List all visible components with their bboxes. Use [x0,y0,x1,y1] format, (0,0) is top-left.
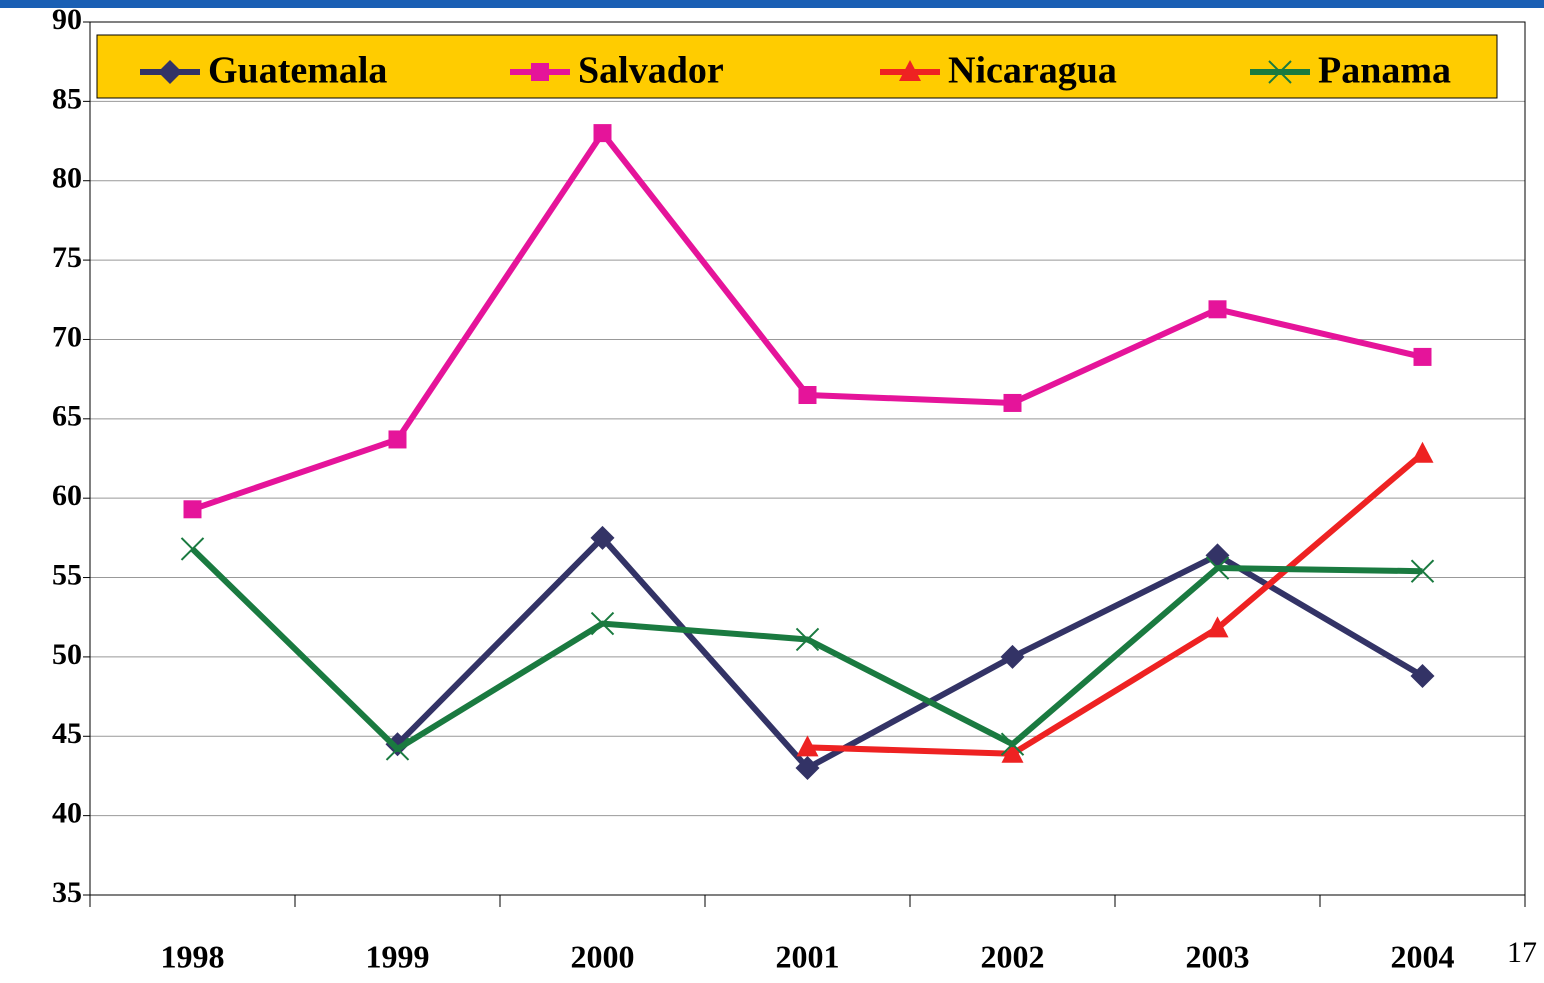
marker [899,60,921,81]
x-tick-label: 2003 [1186,938,1250,974]
y-tick-label: 50 [52,638,82,671]
y-tick-label: 70 [52,320,82,353]
marker [1000,732,1025,756]
marker [531,63,549,81]
x-tick-label: 1999 [366,938,430,974]
marker [1413,347,1432,366]
marker [1410,559,1435,583]
series-line [395,534,1425,772]
y-tick-label: 45 [52,717,82,750]
y-tick-label: 75 [52,241,82,274]
y-tick-label: 90 [52,3,82,36]
y-tick-label: 40 [52,797,82,830]
y-tick-label: 85 [52,82,82,115]
marker [385,737,410,761]
x-tick-label: 2000 [571,938,635,974]
series-line [191,130,1424,513]
marker [180,537,205,561]
marker [1000,644,1025,669]
y-tick-label: 35 [52,876,82,909]
x-tick-label: 2002 [981,938,1045,974]
marker [795,756,820,781]
x-tick-label: 2001 [776,938,840,974]
legend-label: Nicaragua [948,50,1117,92]
series-line [190,546,1423,752]
legend-label: Guatemala [208,50,387,92]
y-tick-label: 60 [52,479,82,512]
marker [158,60,182,84]
top-bar [0,0,1544,8]
marker [1001,741,1024,763]
marker [1003,393,1022,412]
marker [1411,441,1434,463]
marker [798,386,817,405]
marker [1206,616,1229,638]
marker [590,611,615,636]
marker [593,124,612,143]
marker [1205,556,1230,580]
legend-label: Salvador [578,50,724,92]
marker [385,732,410,757]
y-tick-label: 80 [52,162,82,195]
marker [1208,300,1227,319]
series-line [807,451,1425,757]
legend-box [96,34,1498,99]
y-tick-label: 65 [52,400,82,433]
marker [590,525,615,550]
legend-label: Panama [1318,50,1451,92]
x-tick-label: 2004 [1391,938,1455,974]
marker [1268,60,1292,84]
marker [183,500,202,519]
plot-frame [89,21,1526,896]
page-number: 17 [1507,936,1537,969]
marker [388,430,407,449]
marker [1410,663,1435,688]
x-tick-label: 1998 [161,938,225,974]
marker [795,627,820,652]
marker [796,735,819,757]
y-tick-label: 55 [52,558,82,591]
